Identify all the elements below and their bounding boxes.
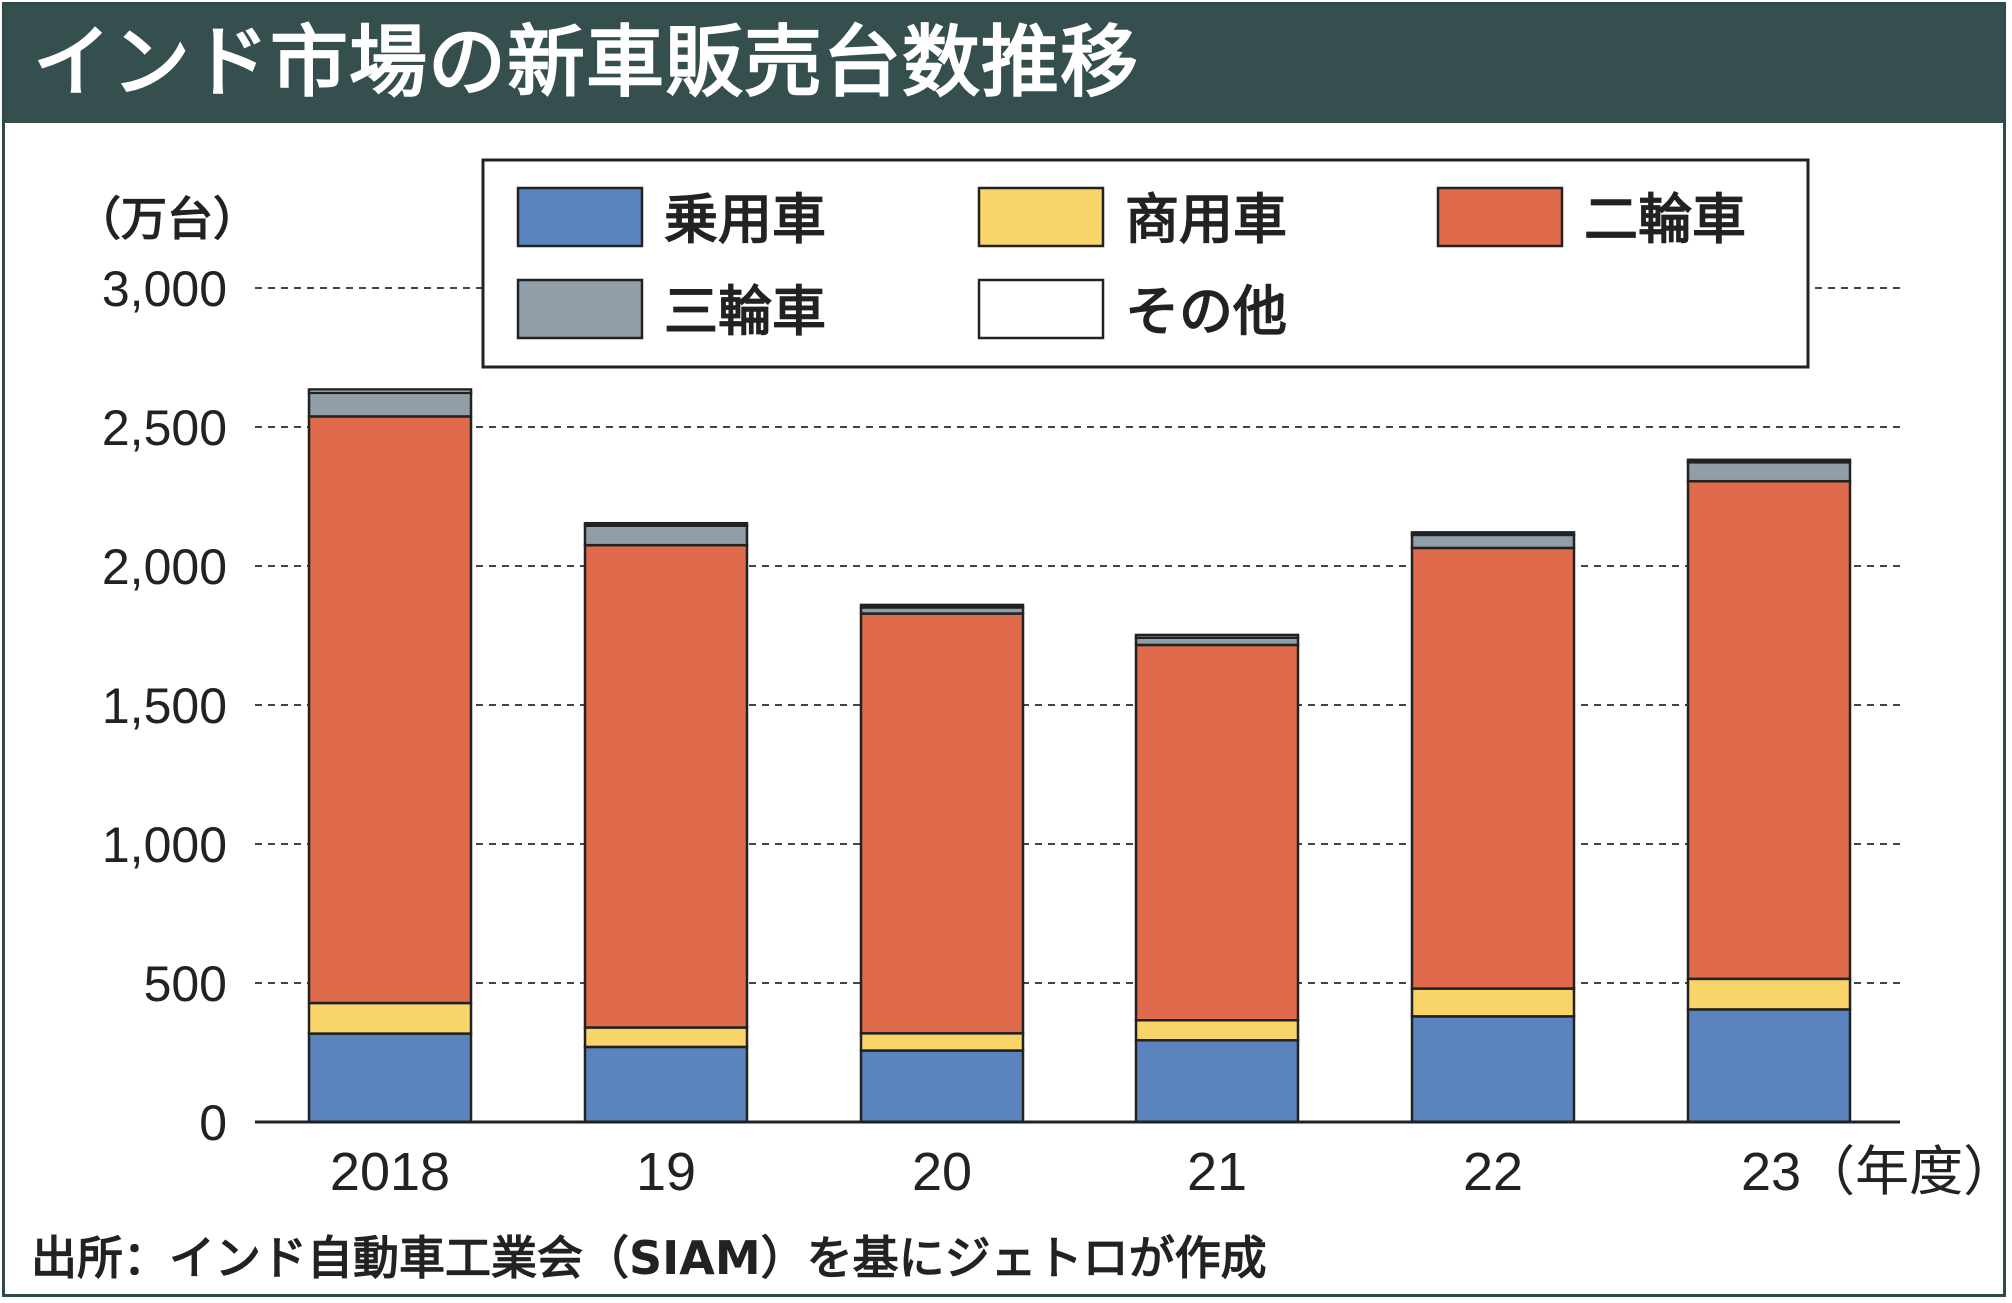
bar-segment-2018-0: [307, 1032, 473, 1124]
y-tick-label: 2,000: [102, 539, 227, 595]
bar-segment-19-2: [583, 543, 749, 1029]
legend-swatch: [1436, 186, 1564, 248]
legend-swatch: [516, 186, 644, 248]
bar-segment-22-2: [1410, 546, 1576, 990]
title-bar: インド市場の新車販売台数推移: [5, 5, 2003, 123]
x-tick-label: 19: [636, 1142, 696, 1202]
legend-swatch: [977, 278, 1105, 340]
y-axis-unit-label: （万台）: [75, 192, 259, 246]
bar-stack-2018: [307, 388, 473, 1124]
x-axis-ticks: 2018 19 20 21 22 23（年度）: [330, 1142, 2009, 1202]
legend-box: [481, 158, 1810, 369]
chart-title: インド市場の新車販売台数推移: [33, 18, 1140, 108]
bar-segment-2018-1: [307, 1001, 473, 1035]
bars: [307, 388, 1852, 1124]
y-axis-ticks: 0 500 1,000 1,500 2,000 2,500 3,000: [102, 261, 227, 1151]
stacked-bar-chart: 0 500 1,000 1,500 2,000 2,500 3,000 2018 19 20 21…: [75, 158, 2009, 1202]
x-tick-label: 21: [1187, 1142, 1247, 1202]
bar-stack-23: [1686, 458, 1852, 1124]
bar-segment-19-1: [583, 1026, 749, 1049]
bar-segment-20-0: [859, 1049, 1025, 1124]
bar-segment-21-2: [1134, 643, 1300, 1022]
bar-segment-20-1: [859, 1032, 1025, 1052]
bar-segment-20-2: [859, 612, 1025, 1035]
legend-swatch: [516, 278, 644, 340]
bar-segment-21-4: [1134, 633, 1300, 639]
bar-segment-23-4: [1686, 458, 1852, 464]
legend-swatch: [977, 186, 1105, 248]
legend-label: 乗用車: [664, 188, 826, 251]
bar-segment-23-3: [1686, 461, 1852, 483]
x-tick-label: 23（年度）: [1741, 1142, 2009, 1202]
bar-segment-21-0: [1134, 1039, 1300, 1124]
bar-segment-2018-3: [307, 391, 473, 418]
legend-label: 二輪車: [1584, 188, 1746, 251]
bar-segment-2018-4: [307, 388, 473, 395]
y-tick-label: 500: [144, 956, 227, 1012]
y-tick-label: 1,500: [102, 678, 227, 734]
bar-segment-19-3: [583, 524, 749, 547]
source-note: 出所：インド自動車工業会（SIAM）を基にジェトロが作成: [31, 1231, 1267, 1285]
bar-segment-23-2: [1686, 479, 1852, 981]
y-tick-label: 3,000: [102, 261, 227, 317]
bar-stack-19: [583, 521, 749, 1124]
bar-segment-19-0: [583, 1045, 749, 1124]
bar-segment-20-4: [859, 603, 1025, 609]
bar-segment-22-3: [1410, 533, 1576, 550]
gridlines: [255, 287, 1900, 984]
bar-stack-20: [859, 603, 1025, 1124]
bar-segment-22-0: [1410, 1015, 1576, 1124]
bar-segment-19-4: [583, 521, 749, 527]
bar-stack-22: [1410, 531, 1576, 1124]
bar-segment-22-4: [1410, 531, 1576, 537]
x-tick-label: 2018: [330, 1142, 450, 1202]
legend-label: 三輪車: [664, 280, 826, 343]
bar-segment-2018-2: [307, 415, 473, 1005]
bar-segment-21-1: [1134, 1019, 1300, 1042]
legend-label: その他: [1125, 280, 1287, 343]
bar-segment-23-0: [1686, 1008, 1852, 1124]
bar-segment-22-1: [1410, 987, 1576, 1018]
y-tick-label: 0: [199, 1095, 227, 1151]
x-tick-label: 20: [912, 1142, 972, 1202]
legend-label: 商用車: [1125, 188, 1287, 251]
x-tick-label: 22: [1463, 1142, 1523, 1202]
y-tick-label: 1,000: [102, 817, 227, 873]
bar-stack-21: [1134, 633, 1300, 1124]
y-tick-label: 2,500: [102, 400, 227, 456]
bar-segment-23-1: [1686, 977, 1852, 1011]
